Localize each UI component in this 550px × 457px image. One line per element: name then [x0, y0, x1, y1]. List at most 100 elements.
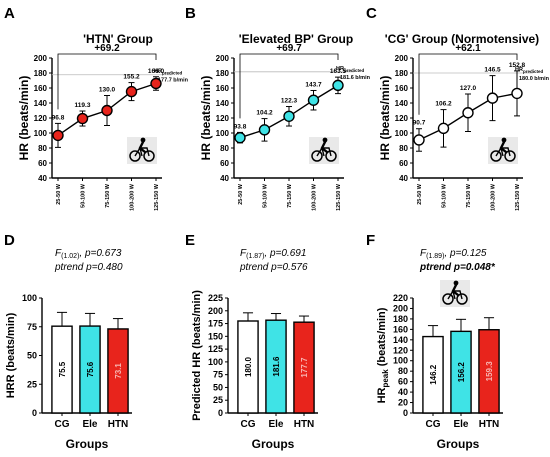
- bicycle-icon: [440, 280, 470, 307]
- data-label: 159.3: [485, 361, 494, 382]
- bicycle-icon-wheel: [129, 150, 141, 162]
- y-tick-label: 200: [393, 303, 408, 313]
- y-tick-label: 120: [34, 114, 48, 123]
- y-tick-label: 180: [216, 69, 230, 78]
- data-label: 106.2: [435, 101, 452, 108]
- x-tick-label: 50-100 W: [81, 183, 87, 208]
- y-tick-label: 40: [38, 174, 47, 183]
- y-tick-label: 140: [393, 335, 408, 345]
- y-tick-label: 50: [213, 382, 223, 392]
- y-tick-label: 160: [34, 84, 48, 93]
- y-tick-label: 160: [395, 84, 409, 93]
- data-point: [511, 87, 523, 100]
- y-tick-label: 100: [393, 356, 408, 366]
- y-axis-label: HRpeak (beats/min): [376, 307, 390, 403]
- x-tick-label: 75-150 W: [287, 183, 293, 208]
- data-label: 96.8: [52, 114, 65, 121]
- bicycle-icon-wheel: [311, 150, 323, 162]
- x-tick-label: 50-100 W: [442, 183, 448, 208]
- y-tick-label: 220: [393, 293, 408, 303]
- panel-letter: B: [185, 5, 196, 22]
- y-tick-label: 175: [208, 319, 223, 329]
- y-tick-label: 25: [213, 395, 223, 405]
- data-label: 75.6: [86, 361, 95, 377]
- y-tick-label: 80: [38, 144, 47, 153]
- x-tick-label: 75-150 W: [466, 183, 472, 208]
- y-tick-label: 75: [213, 370, 223, 380]
- y-tick-label: 120: [216, 114, 230, 123]
- y-tick-label: 40: [220, 174, 229, 183]
- x-axis-label: Groups: [66, 437, 109, 451]
- data-point: [413, 134, 425, 146]
- x-tick-label: HTN: [108, 419, 129, 430]
- y-tick-label: 100: [395, 129, 409, 138]
- x-tick-label: 100-200 W: [312, 183, 318, 211]
- panel-F: F F(1.89), p=0.125 ptrend p=0.048* 02040608…: [366, 232, 503, 451]
- delta-label: +69.2: [94, 43, 120, 54]
- data-label: 130.0: [99, 87, 116, 94]
- y-tick-label: 200: [395, 54, 409, 63]
- x-tick-label: CG: [426, 419, 441, 430]
- delta-bracket: [239, 53, 339, 119]
- y-tick-label: 40: [398, 387, 408, 397]
- y-tick-label: 80: [220, 144, 229, 153]
- y-tick-label: 200: [216, 54, 230, 63]
- panel-E: E F(1.87), p=0.691 ptrend p=0.576 0 25 50 75 10…: [185, 232, 318, 451]
- y-tick-label: 180: [393, 314, 408, 324]
- panel-letter: F: [366, 232, 375, 249]
- panel-letter: C: [366, 5, 377, 22]
- stat-f-test: F(1.87), p=0.691: [240, 248, 306, 260]
- stat-f-test: F(1.89), p=0.125: [420, 248, 487, 260]
- y-tick-label: 150: [208, 331, 223, 341]
- bicycle-icon-wheel: [325, 150, 337, 162]
- data-label: 146.5: [484, 67, 501, 74]
- data-label: 177.7: [300, 357, 309, 378]
- stat-f-test: F(1.02), p=0.673: [55, 248, 122, 260]
- panel-D: D F(1.02), p=0.673 ptrend p=0.480 0 25 50 75 10…: [4, 232, 132, 451]
- x-tick-label: 125-150 W: [515, 183, 521, 211]
- y-axis-label: Predicted HR (beats/min): [191, 290, 203, 421]
- data-label: 180.0: [244, 356, 253, 377]
- y-tick-label: 200: [208, 306, 223, 316]
- data-label: 166.0: [148, 68, 165, 75]
- data-label: 122.3: [281, 98, 298, 105]
- y-tick-label: 100: [34, 129, 48, 138]
- panel-letter: D: [4, 232, 15, 249]
- stat-trend: ptrend p=0.576: [239, 262, 308, 273]
- y-axis-label: HR (beats/min): [378, 76, 392, 161]
- y-axis-label: HRR (beats/min): [5, 312, 17, 398]
- data-point: [437, 122, 450, 135]
- y-tick-label: 140: [216, 99, 230, 108]
- x-tick-label: 25-50 W: [238, 183, 244, 205]
- predicted-hr-value: 177.7 b/min: [158, 78, 189, 84]
- data-label: 163.5: [330, 68, 347, 75]
- x-tick-label: Ele: [268, 419, 283, 430]
- data-label: 146.2: [429, 364, 438, 385]
- x-tick-label: CG: [55, 419, 70, 430]
- y-tick-label: 80: [399, 144, 408, 153]
- data-label: 155.2: [123, 74, 140, 81]
- predicted-hr-label: HRpredicted: [336, 66, 364, 73]
- data-point: [52, 129, 64, 142]
- y-tick-label: 40: [399, 174, 408, 183]
- bicycle-icon: [127, 137, 157, 164]
- x-tick-label: Ele: [82, 419, 97, 430]
- x-tick-label: 125-150 W: [154, 183, 160, 211]
- y-tick-label: 60: [220, 159, 229, 168]
- y-tick-label: 0: [218, 408, 223, 418]
- data-label: 93.8: [234, 123, 247, 130]
- data-point: [101, 104, 113, 117]
- x-tick-label: 50-100 W: [263, 183, 269, 208]
- y-tick-label: 60: [398, 377, 408, 387]
- data-label: 152.8: [509, 62, 526, 69]
- y-tick-label: 160: [393, 324, 408, 334]
- y-axis-label: HR (beats/min): [199, 76, 213, 161]
- data-point: [307, 94, 320, 106]
- bicycle-icon-head: [322, 137, 328, 143]
- x-tick-label: 25-50 W: [417, 183, 423, 205]
- panel-letter: A: [4, 5, 15, 22]
- bicycle-icon-wheel: [456, 293, 468, 305]
- data-point: [283, 110, 295, 122]
- panel-letter: E: [185, 232, 195, 249]
